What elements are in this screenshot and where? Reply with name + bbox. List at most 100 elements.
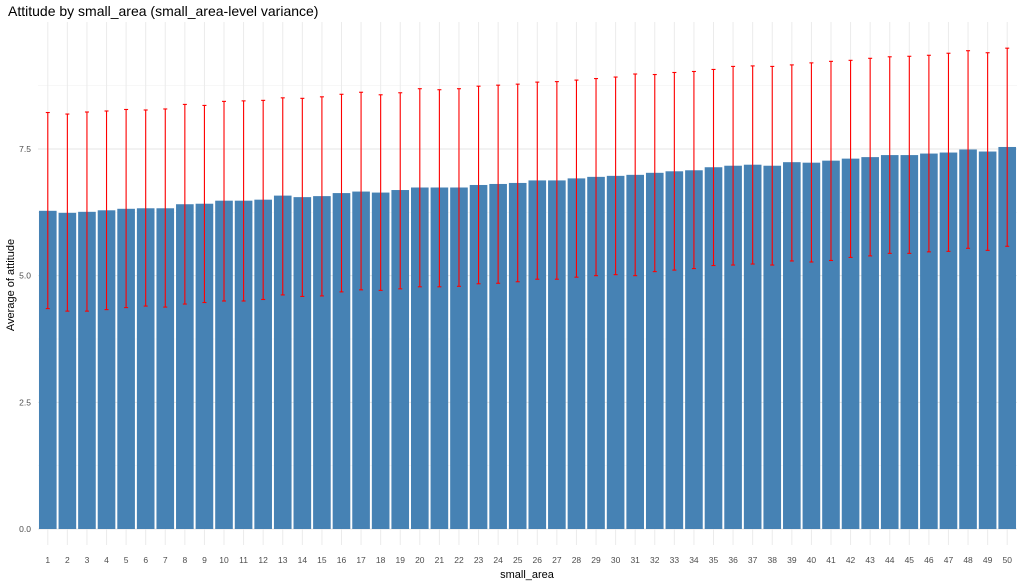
x-axis-ticks: 1 2 3 4 5 6 7 8 9 10 11 12 13 14 15 16 17 18 19 20 21 22 23 24 2… bbox=[45, 555, 1012, 565]
bar bbox=[195, 203, 214, 529]
x-tick-label: 24 bbox=[493, 555, 503, 565]
error-bar bbox=[887, 56, 892, 254]
x-tick-label: 8 bbox=[182, 555, 187, 565]
x-tick-label: 31 bbox=[630, 555, 640, 565]
x-tick-label: 17 bbox=[356, 555, 366, 565]
x-tick-label: 49 bbox=[983, 555, 993, 565]
error-bar bbox=[319, 96, 324, 297]
x-tick-label: 30 bbox=[611, 555, 621, 565]
x-tick-label: 37 bbox=[748, 555, 758, 565]
error-bar bbox=[261, 99, 266, 301]
x-tick-label: 23 bbox=[474, 555, 484, 565]
bar bbox=[880, 155, 899, 529]
error-bar bbox=[398, 92, 403, 290]
error-bar bbox=[594, 78, 599, 277]
bar bbox=[704, 167, 723, 530]
x-tick-label: 20 bbox=[415, 555, 425, 565]
x-tick-label: 25 bbox=[513, 555, 523, 565]
error-bar bbox=[515, 83, 520, 283]
bar bbox=[802, 162, 821, 529]
error-bar bbox=[437, 89, 442, 288]
bar bbox=[900, 155, 919, 529]
x-tick-label: 22 bbox=[454, 555, 464, 565]
bar bbox=[920, 153, 938, 529]
bar bbox=[978, 151, 997, 530]
x-tick-label: 41 bbox=[826, 555, 836, 565]
error-bar bbox=[496, 84, 501, 284]
bar bbox=[959, 149, 977, 530]
error-bar bbox=[104, 110, 109, 311]
bar bbox=[489, 183, 507, 529]
error-bar bbox=[476, 85, 481, 285]
y-axis-ticks: 0.0 2.5 5.0 7.5 bbox=[19, 144, 31, 534]
bar bbox=[430, 187, 449, 530]
x-tick-label: 10 bbox=[219, 555, 229, 565]
bar bbox=[783, 162, 801, 529]
error-bar bbox=[143, 109, 148, 307]
error-bar bbox=[691, 70, 696, 270]
error-bar bbox=[770, 65, 775, 266]
bar bbox=[626, 174, 645, 529]
x-tick-label: 2 bbox=[65, 555, 70, 565]
bar bbox=[176, 204, 194, 529]
y-tick-label: 5.0 bbox=[19, 271, 31, 281]
y-tick-label: 7.5 bbox=[19, 144, 31, 154]
x-tick-label: 26 bbox=[533, 555, 543, 565]
error-bar bbox=[652, 73, 657, 273]
error-bar bbox=[633, 73, 638, 277]
error-bar bbox=[574, 79, 579, 278]
x-tick-label: 27 bbox=[552, 555, 562, 565]
error-bar bbox=[966, 50, 971, 249]
bar bbox=[78, 211, 96, 529]
bar bbox=[763, 165, 782, 529]
x-tick-label: 14 bbox=[298, 555, 308, 565]
x-tick-label: 45 bbox=[905, 555, 915, 565]
x-tick-label: 42 bbox=[846, 555, 856, 565]
x-tick-label: 32 bbox=[650, 555, 660, 565]
x-tick-label: 7 bbox=[163, 555, 168, 565]
x-tick-label: 50 bbox=[1002, 555, 1012, 565]
bar bbox=[743, 164, 762, 529]
bar bbox=[117, 208, 135, 529]
error-bar bbox=[868, 57, 873, 257]
x-tick-label: 11 bbox=[239, 555, 248, 565]
bar bbox=[508, 182, 527, 530]
error-bars bbox=[45, 47, 1010, 312]
bar bbox=[841, 158, 860, 530]
error-bar bbox=[65, 113, 70, 312]
bar bbox=[156, 208, 175, 529]
x-tick-label: 48 bbox=[963, 555, 973, 565]
error-bar bbox=[182, 103, 187, 305]
error-bar bbox=[750, 65, 755, 265]
x-tick-label: 1 bbox=[45, 555, 50, 565]
error-bar bbox=[124, 108, 129, 309]
error-bar bbox=[1005, 47, 1010, 247]
error-bar bbox=[222, 100, 227, 302]
bar bbox=[234, 200, 253, 529]
chart-title: Attitude by small_area (small_area-level… bbox=[8, 3, 319, 19]
bar bbox=[38, 210, 57, 529]
bar bbox=[822, 160, 840, 530]
error-bar bbox=[202, 104, 207, 304]
x-tick-label: 44 bbox=[885, 555, 895, 565]
error-bar bbox=[359, 91, 364, 291]
error-bar bbox=[731, 65, 736, 266]
x-tick-label: 16 bbox=[337, 555, 347, 565]
x-tick-label: 13 bbox=[278, 555, 288, 565]
bar bbox=[97, 210, 116, 529]
error-bar bbox=[809, 62, 814, 263]
x-tick-label: 40 bbox=[807, 555, 817, 565]
bar bbox=[352, 191, 370, 529]
bar bbox=[665, 171, 684, 529]
bar bbox=[313, 196, 331, 529]
bar bbox=[215, 200, 233, 529]
error-bar bbox=[300, 97, 305, 297]
x-tick-label: 46 bbox=[924, 555, 934, 565]
x-tick-label: 35 bbox=[709, 555, 719, 565]
bar bbox=[391, 190, 410, 530]
x-tick-label: 34 bbox=[689, 555, 699, 565]
error-bar bbox=[45, 111, 50, 310]
error-bar bbox=[417, 88, 422, 288]
error-bar bbox=[926, 54, 931, 253]
